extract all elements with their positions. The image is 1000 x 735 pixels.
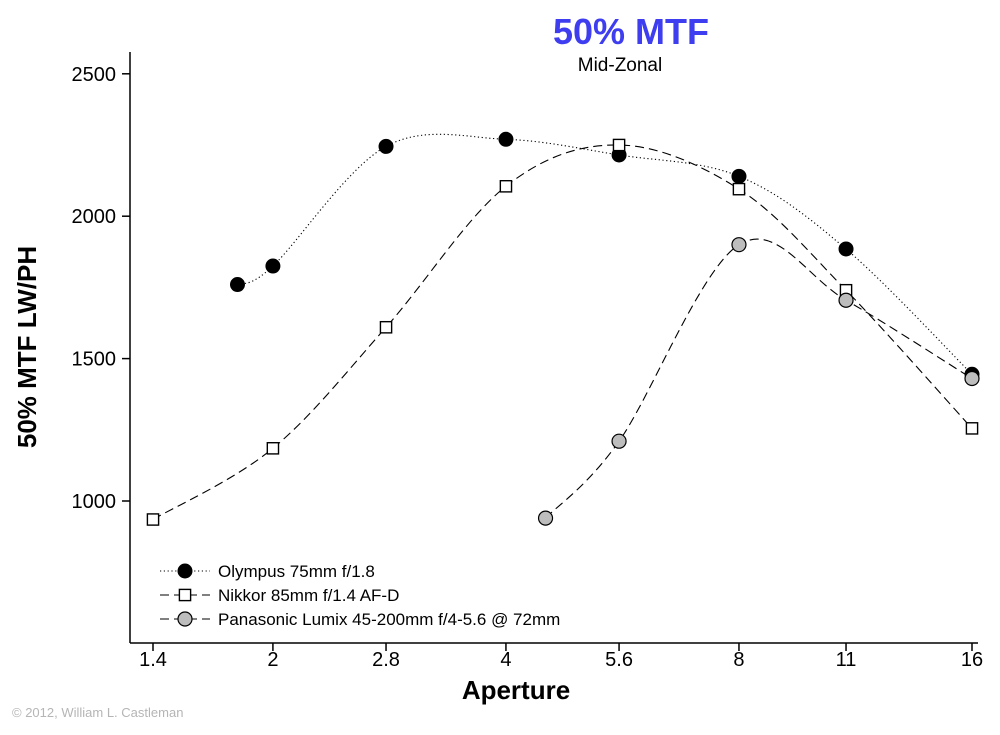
data-point-series-1 (499, 179, 513, 193)
x-tick-label: 11 (836, 649, 857, 671)
legend-label: Panasonic Lumix 45-200mm f/4-5.6 @ 72mm (218, 610, 560, 629)
data-point-series-2 (838, 292, 854, 308)
y-ticks: 1000 1500 2000 2500 (72, 64, 130, 513)
data-point-series-0 (229, 277, 245, 293)
chart-subtitle: Mid-Zonal (578, 55, 662, 76)
legend-marker (178, 588, 192, 602)
legend: Olympus 75mm f/1.8 Nikkor 85mm f/1.4 AF-D… (160, 562, 560, 629)
copyright-notice: © 2012, William L. Castleman (12, 705, 183, 720)
legend-label: Olympus 75mm f/1.8 (218, 562, 375, 581)
series-lines (152, 133, 973, 520)
x-tick-label: 2.8 (372, 649, 400, 671)
series-line-2 (545, 238, 973, 519)
x-tick-label: 4 (500, 649, 511, 671)
data-point-series-2 (611, 433, 627, 449)
y-tick-label: 2500 (72, 64, 117, 86)
series-line-1 (152, 144, 973, 520)
series-markers (146, 131, 980, 526)
data-point-series-1 (379, 320, 393, 334)
data-point-series-2 (964, 370, 980, 387)
chart-title: 50% MTF (553, 11, 709, 52)
data-point-series-1 (266, 442, 280, 455)
data-point-series-1 (146, 513, 160, 526)
x-tick-label: 5.6 (605, 649, 633, 671)
x-tick-label: 8 (733, 649, 744, 671)
legend-marker (177, 611, 193, 627)
data-point-series-1 (612, 138, 626, 152)
x-tick-label: 16 (961, 649, 983, 671)
data-point-series-0 (378, 138, 394, 154)
y-axis-label: 50% MTF LW/PH (12, 246, 42, 448)
data-point-series-0 (838, 241, 854, 257)
legend-marker (177, 563, 193, 579)
data-point-series-2 (537, 510, 554, 526)
data-point-series-2 (731, 237, 747, 253)
data-point-series-0 (498, 131, 514, 147)
x-axis-label: Aperture (462, 675, 570, 705)
y-tick-label: 1000 (72, 491, 117, 513)
data-point-series-0 (265, 258, 281, 274)
data-point-series-1 (965, 422, 979, 435)
y-tick-label: 2000 (72, 206, 117, 228)
data-point-series-0 (731, 168, 747, 184)
y-tick-label: 1500 (72, 349, 117, 371)
series-line-0 (237, 133, 973, 375)
x-tick-label: 1.4 (139, 649, 167, 671)
legend-label: Nikkor 85mm f/1.4 AF-D (218, 586, 399, 605)
x-ticks: 1.4 2 2.8 4 5.6 8 11 16 (139, 643, 983, 671)
data-point-series-1 (732, 182, 746, 196)
x-tick-label: 2 (267, 649, 278, 671)
